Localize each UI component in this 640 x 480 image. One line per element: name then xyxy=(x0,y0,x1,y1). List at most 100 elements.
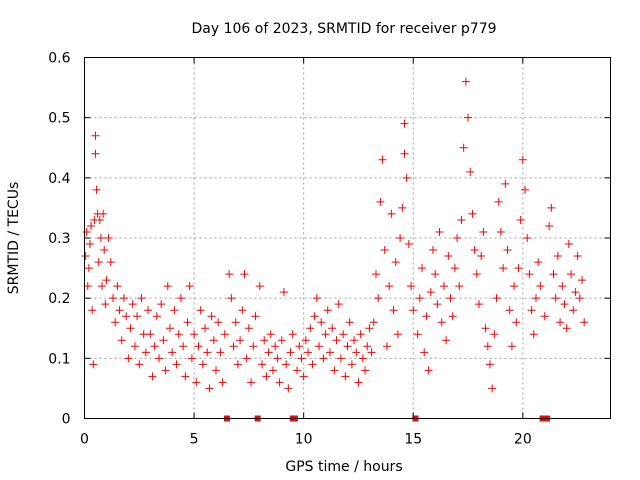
data-point xyxy=(317,318,326,327)
data-point xyxy=(527,306,536,315)
data-point xyxy=(174,330,183,339)
data-point xyxy=(225,270,234,279)
data-point xyxy=(468,209,477,218)
data-point xyxy=(400,119,409,128)
data-point xyxy=(196,306,205,315)
y-tick-label: 0.5 xyxy=(48,111,70,127)
data-point xyxy=(319,354,328,363)
data-point xyxy=(426,288,435,297)
data-point xyxy=(323,306,332,315)
data-point xyxy=(424,366,433,375)
data-point xyxy=(304,348,313,357)
data-point xyxy=(286,348,295,357)
data-point xyxy=(99,209,108,218)
data-point xyxy=(288,330,297,339)
data-point xyxy=(575,294,584,303)
data-point xyxy=(409,306,418,315)
data-point xyxy=(363,342,372,351)
data-point xyxy=(534,258,543,267)
data-point xyxy=(369,318,378,327)
data-point xyxy=(94,258,103,267)
data-point xyxy=(435,227,444,236)
data-point xyxy=(92,185,101,194)
x-tick-label: 5 xyxy=(190,432,199,448)
data-point xyxy=(148,372,157,381)
data-point xyxy=(356,330,365,339)
data-point xyxy=(402,173,411,182)
data-point xyxy=(422,312,431,321)
data-point xyxy=(332,336,341,345)
data-point xyxy=(176,294,185,303)
grid xyxy=(84,57,611,419)
data-point xyxy=(152,312,161,321)
data-point xyxy=(341,372,350,381)
data-point xyxy=(569,306,578,315)
data-point xyxy=(367,348,376,357)
data-point xyxy=(389,306,398,315)
data-point xyxy=(385,282,394,291)
data-point xyxy=(499,264,508,273)
data-point xyxy=(531,294,540,303)
data-point xyxy=(378,155,387,164)
data-point xyxy=(345,318,354,327)
data-point xyxy=(420,348,429,357)
data-point xyxy=(428,246,437,255)
data-point xyxy=(119,294,128,303)
data-point xyxy=(106,258,115,267)
data-point xyxy=(266,330,275,339)
data-point xyxy=(553,252,562,261)
data-point xyxy=(179,342,188,351)
data-point xyxy=(376,197,385,206)
data-point xyxy=(477,252,486,261)
data-point xyxy=(523,234,532,242)
data-point xyxy=(481,324,490,333)
y-tick-label: 0 xyxy=(62,412,71,428)
data-point xyxy=(85,240,94,249)
data-point xyxy=(578,276,587,285)
data-point xyxy=(308,360,317,369)
data-point xyxy=(108,294,117,303)
y-tick-label: 0.1 xyxy=(48,351,70,367)
data-point xyxy=(122,312,131,321)
data-point xyxy=(407,282,416,291)
data-point xyxy=(181,372,190,381)
data-point xyxy=(190,330,199,339)
data-point xyxy=(83,282,92,291)
data-point xyxy=(371,270,380,279)
data-point xyxy=(102,276,111,285)
data-point xyxy=(470,246,479,255)
data-point xyxy=(551,294,560,303)
data-point xyxy=(358,354,367,363)
data-point xyxy=(442,336,451,345)
data-point xyxy=(556,318,565,327)
data-point xyxy=(203,348,212,357)
data-point xyxy=(433,300,442,309)
data-point xyxy=(159,336,168,345)
data-point xyxy=(413,330,422,339)
data-point xyxy=(255,282,264,291)
data-point xyxy=(512,318,521,327)
data-point xyxy=(130,342,139,351)
data-point xyxy=(273,354,282,363)
data-point xyxy=(536,282,545,291)
data-point xyxy=(98,282,107,291)
data-point xyxy=(453,234,462,242)
data-point xyxy=(450,264,459,273)
data-point xyxy=(490,330,499,339)
data-point xyxy=(220,330,229,339)
data-point xyxy=(529,330,538,339)
data-point xyxy=(415,294,424,303)
data-point xyxy=(400,149,409,158)
data-point xyxy=(503,246,512,255)
data-point xyxy=(391,258,400,267)
data-point xyxy=(299,372,308,381)
data-point xyxy=(549,270,558,279)
data-point xyxy=(295,342,304,351)
data-point xyxy=(580,318,589,327)
data-point xyxy=(135,360,144,369)
data-point xyxy=(488,384,497,393)
data-point xyxy=(87,221,96,230)
data-points xyxy=(81,77,589,393)
data-point xyxy=(339,330,348,339)
data-point xyxy=(284,384,293,393)
